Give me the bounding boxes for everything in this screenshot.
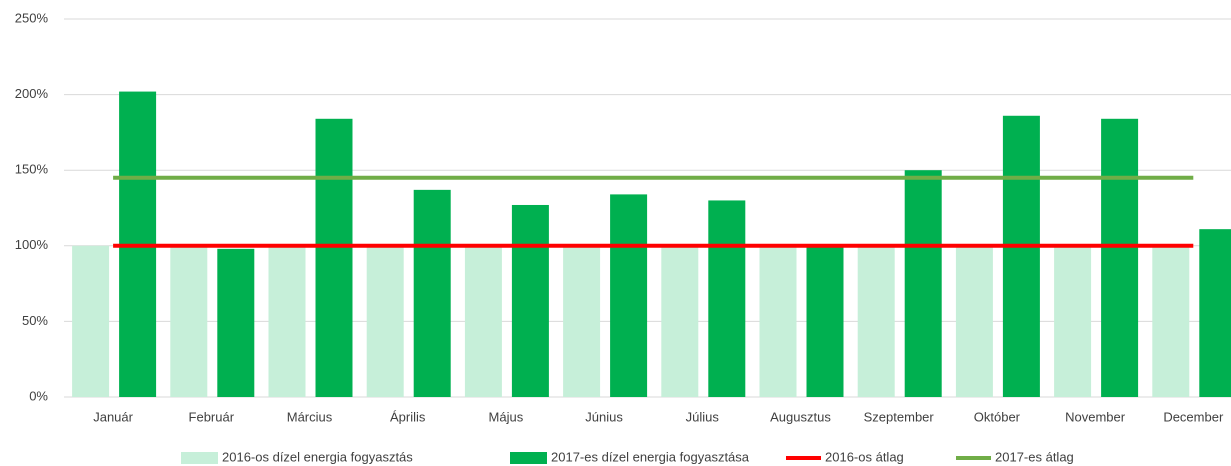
y-tick-label: 200% (15, 86, 49, 101)
bar (708, 200, 746, 397)
bar (1152, 245, 1190, 397)
bar (72, 245, 110, 397)
x-tick-label: Július (686, 409, 720, 424)
x-tick-label: November (1065, 409, 1126, 424)
bar (563, 245, 601, 397)
bar (806, 245, 844, 397)
y-tick-label: 100% (15, 237, 49, 252)
legend-label: 2017-es átlag (995, 449, 1074, 464)
legend-label: 2016-os átlag (825, 449, 904, 464)
x-tick-label: Október (974, 409, 1021, 424)
bar (904, 170, 942, 397)
bar (1054, 245, 1092, 397)
bar (217, 248, 255, 397)
legend-swatch (181, 452, 218, 464)
bar (1101, 118, 1139, 398)
bar (464, 245, 502, 397)
x-tick-label: Június (585, 409, 623, 424)
x-tick-label: Február (189, 409, 235, 424)
bar (759, 245, 797, 397)
bar (955, 245, 993, 397)
bar (315, 118, 353, 398)
y-tick-label: 0% (29, 388, 48, 403)
legend-label: 2016-os dízel energia fogyasztás (222, 449, 413, 464)
x-tick-label: Május (489, 409, 524, 424)
bar (857, 245, 895, 397)
x-tick-label: Augusztus (770, 409, 831, 424)
x-tick-label: December (1163, 409, 1224, 424)
bar (610, 194, 648, 397)
x-tick-label: Április (390, 409, 426, 424)
bar (268, 245, 306, 397)
x-tick-label: Március (287, 409, 333, 424)
bar (1199, 229, 1231, 397)
y-tick-label: 50% (22, 313, 48, 328)
bar (511, 204, 549, 397)
bar (1002, 115, 1040, 397)
bar (170, 245, 208, 397)
legend-label: 2017-es dízel energia fogyasztása (551, 449, 750, 464)
legend-swatch (510, 452, 547, 464)
bar (661, 245, 699, 397)
bar (366, 245, 404, 397)
y-tick-label: 250% (15, 10, 49, 25)
x-tick-label: Szeptember (864, 409, 935, 424)
bar (413, 189, 451, 397)
y-tick-label: 150% (15, 162, 49, 177)
x-tick-label: Január (93, 409, 133, 424)
